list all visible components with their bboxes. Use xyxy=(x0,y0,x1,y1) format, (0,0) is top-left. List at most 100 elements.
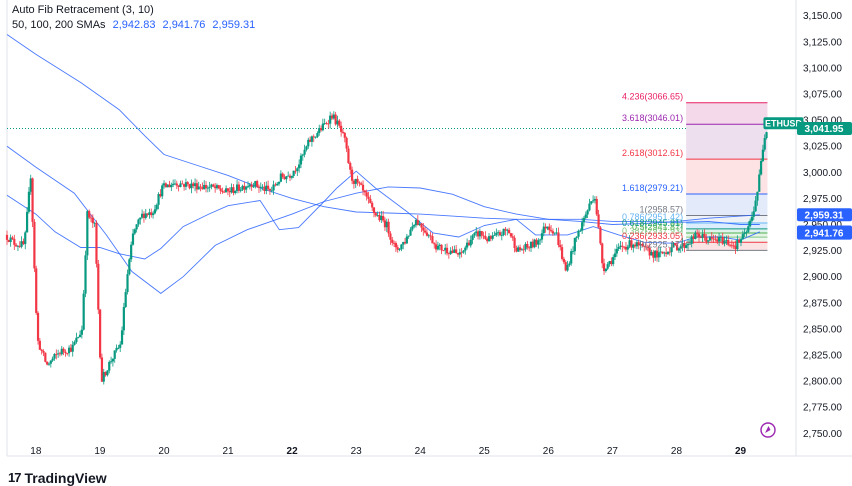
candle-body xyxy=(199,186,202,188)
candle-body xyxy=(449,250,452,254)
candle-body xyxy=(584,214,587,218)
candle-body xyxy=(747,226,750,232)
candle-body xyxy=(455,249,458,253)
candle-body xyxy=(738,239,741,243)
candle-body xyxy=(86,211,89,256)
candle-body xyxy=(139,217,142,220)
candle-body xyxy=(250,184,253,187)
candle-body xyxy=(308,139,312,142)
candle-body xyxy=(509,233,513,237)
candle-body xyxy=(179,183,182,187)
candle-body xyxy=(535,239,538,245)
candle-body xyxy=(279,173,282,182)
candle-body xyxy=(635,242,639,247)
x-tick-label: 22 xyxy=(287,446,299,457)
candle-body xyxy=(716,239,719,242)
candle-body xyxy=(272,184,275,191)
candle-body xyxy=(66,353,69,354)
candle-body xyxy=(248,184,251,187)
fib-band xyxy=(686,242,768,251)
tradingview-logo[interactable]: 17 TradingView xyxy=(8,470,107,486)
candle-body xyxy=(633,244,637,247)
candle-body xyxy=(491,235,494,239)
candle-body xyxy=(301,154,304,156)
candle-body xyxy=(418,223,421,225)
candle-body xyxy=(117,347,120,349)
candle-body xyxy=(53,354,56,359)
candle-body xyxy=(340,125,343,132)
candle-body xyxy=(745,231,748,233)
candle-body xyxy=(325,123,328,124)
candle-body xyxy=(82,293,85,330)
candle-body xyxy=(581,222,584,231)
y-tick-label: 2,925.00 xyxy=(803,246,842,257)
candle-body xyxy=(460,252,463,254)
candle-body xyxy=(266,185,270,189)
candle-body xyxy=(648,247,651,256)
candle-body xyxy=(113,350,116,359)
candle-body xyxy=(172,183,175,185)
candle-body xyxy=(217,185,220,189)
candle-body xyxy=(413,225,416,227)
candle-body xyxy=(268,188,272,191)
candle-body xyxy=(146,213,149,215)
candle-body xyxy=(677,248,681,251)
fib-band xyxy=(686,193,768,216)
candle-body xyxy=(151,213,155,216)
candle-body xyxy=(130,244,133,260)
fib-band xyxy=(686,223,768,229)
candle-body xyxy=(226,188,230,191)
candle-body xyxy=(721,237,724,244)
candle-body xyxy=(296,168,299,171)
candle-body xyxy=(615,249,618,254)
candle-body xyxy=(756,191,759,201)
candle-body xyxy=(754,200,757,212)
candle-body xyxy=(299,155,303,165)
candle-body xyxy=(657,252,660,258)
fib-level-label: 0.382(2937.93) xyxy=(622,226,683,236)
candle-body xyxy=(212,184,215,187)
candle-body xyxy=(396,247,399,250)
candle-body xyxy=(453,249,456,253)
candle-body xyxy=(626,246,629,250)
legend-title-text: Auto Fib Retracement (3, 10) xyxy=(12,4,154,16)
candle-body xyxy=(473,233,476,236)
x-tick-label: 25 xyxy=(479,446,491,457)
candle-body xyxy=(16,245,20,247)
candle-body xyxy=(106,370,109,376)
candle-body xyxy=(405,236,408,244)
candle-body xyxy=(336,120,339,125)
candle-body xyxy=(486,238,489,242)
candle-body xyxy=(646,247,649,249)
candle-body xyxy=(602,263,606,272)
candle-body xyxy=(15,244,18,247)
candle-body xyxy=(595,198,598,215)
candle-body xyxy=(369,198,372,203)
candle-body xyxy=(387,221,390,234)
candle-body xyxy=(575,236,578,238)
candle-body xyxy=(119,344,122,348)
candle-body xyxy=(221,190,224,192)
candle-body xyxy=(193,183,197,187)
candle-body xyxy=(84,255,87,294)
candle-body xyxy=(166,184,169,188)
x-tick-label: 19 xyxy=(94,446,106,457)
candle-body xyxy=(686,243,690,246)
candle-body xyxy=(590,201,593,204)
candle-body xyxy=(389,233,392,240)
candle-body xyxy=(759,160,763,175)
candle-body xyxy=(402,242,405,245)
candle-body xyxy=(120,330,124,345)
candle-body xyxy=(652,251,655,258)
candle-body xyxy=(265,185,268,191)
candle-body xyxy=(444,247,447,251)
candle-body xyxy=(40,349,43,351)
candle-body xyxy=(502,228,505,235)
candle-body xyxy=(73,342,76,345)
candle-body xyxy=(743,232,746,235)
candle-body xyxy=(347,148,350,164)
candle-body xyxy=(162,183,166,186)
candle-body xyxy=(361,184,365,191)
candle-body xyxy=(367,196,370,199)
